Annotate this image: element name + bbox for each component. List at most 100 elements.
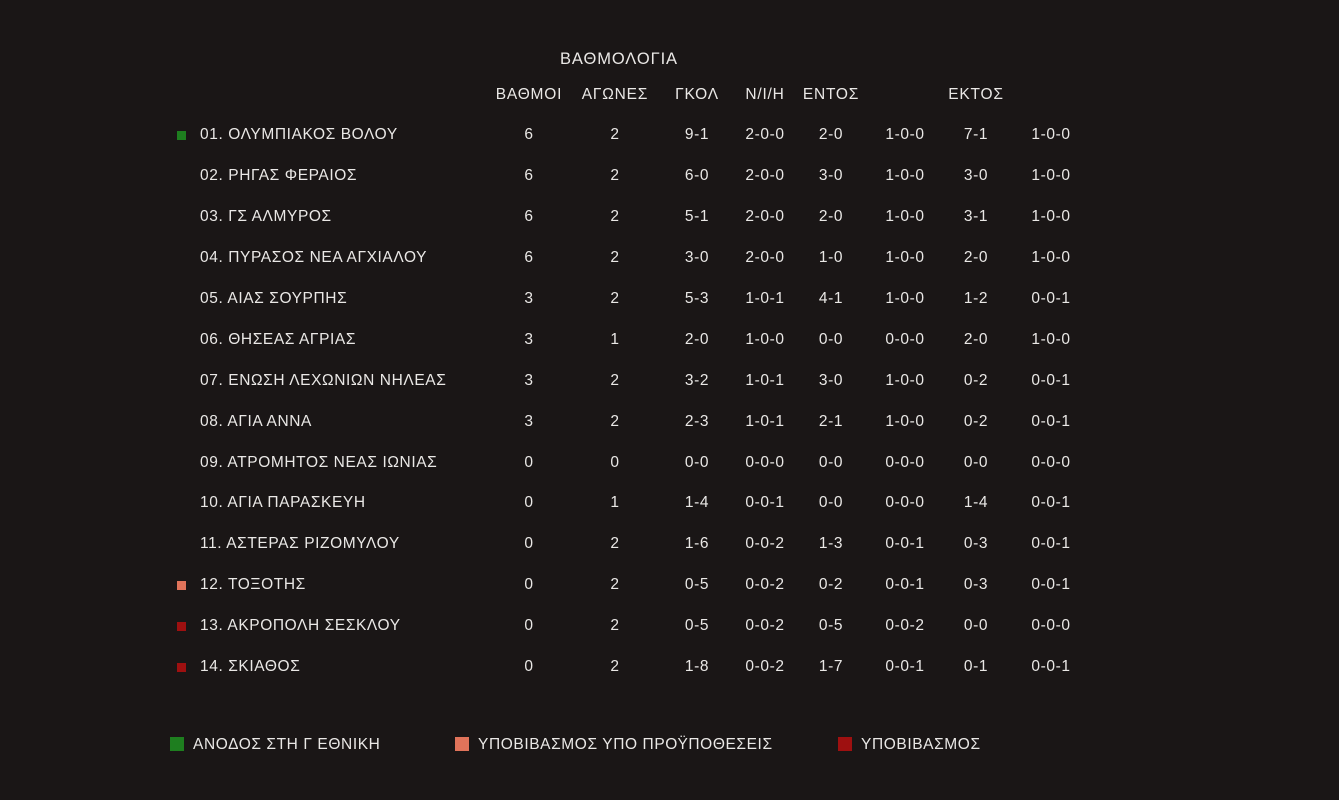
record-cell: 2-0-0: [745, 208, 785, 226]
promotion-square-icon: [170, 737, 184, 751]
marker-cell: [175, 130, 200, 140]
home-goals-cell: 4-1: [818, 290, 844, 307]
marker-cell: [175, 458, 200, 467]
points-cell: 3: [524, 290, 534, 307]
home-record-cell: 1-0-0: [885, 126, 925, 144]
home-goals-cell: 1-0: [818, 249, 844, 267]
away-record-cell: 0-0-1: [1031, 535, 1071, 553]
home-record-cell: 0-0-0: [885, 330, 925, 348]
points-cell: 0: [524, 453, 534, 471]
games-cell: 1: [610, 494, 620, 512]
table-row: 09. ΑΤΡΟΜΗΤΟΣ ΝΕΑΣ ΙΩΝΙΑΣ 0 0 0-0 0-0-0 …: [175, 442, 1091, 483]
away-record-cell: 1-0-0: [1031, 249, 1071, 267]
goals-cell: 2-3: [684, 412, 710, 430]
goals-cell: 2-0: [684, 330, 710, 348]
home-goals-cell: 0-5: [818, 617, 844, 635]
games-cell: 0: [610, 453, 620, 471]
team-name: 12. ΤΟΞΟΤΗΣ: [200, 576, 306, 594]
home-record-cell: 1-0-0: [885, 290, 925, 307]
away-goals-cell: 1-2: [963, 290, 989, 307]
goals-cell: 1-8: [684, 658, 710, 676]
away-goals-cell: 2-0: [963, 249, 989, 267]
record-cell: 0-0-2: [745, 576, 785, 594]
team-name: 14. ΣΚΙΑΘΟΣ: [200, 658, 301, 676]
goals-cell: 3-2: [684, 371, 710, 389]
table-row: 05. ΑΙΑΣ ΣΟΥΡΠΗΣ 3 2 5-3 1-0-1 4-1 1-0-0…: [175, 279, 1091, 320]
points-cell: 3: [524, 330, 534, 348]
team-name: 09. ΑΤΡΟΜΗΤΟΣ ΝΕΑΣ ΙΩΝΙΑΣ: [200, 453, 438, 471]
legend-label-promotion: ΑΝΟΔΟΣ ΣΤΗ Γ ΕΘΝΙΚΗ: [193, 736, 381, 753]
team-name: 08. ΑΓΙΑ ΑΝΝΑ: [200, 412, 312, 430]
marker-cell: [175, 621, 200, 631]
record-cell: 2-0-0: [745, 167, 785, 185]
legend-item-promotion: ΑΝΟΔΟΣ ΣΤΗ Γ ΕΘΝΙΚΗ: [170, 736, 380, 754]
home-goals-cell: 0-0: [818, 453, 844, 471]
games-cell: 2: [610, 576, 620, 594]
team-name: 05. ΑΙΑΣ ΣΟΥΡΠΗΣ: [200, 290, 348, 307]
marker-cell: [175, 580, 200, 590]
rank-marker-icon: [177, 499, 186, 508]
rank-marker-icon: [177, 172, 186, 181]
away-record-cell: 0-0-1: [1031, 494, 1071, 512]
games-cell: 2: [610, 617, 620, 635]
away-goals-cell: 1-4: [963, 494, 989, 512]
header-points: ΒΑΘΜΟΙ: [495, 86, 563, 103]
team-name: 07. ΕΝΩΣΗ ΛΕΧΩΝΙΩΝ ΝΗΛΕΑΣ: [200, 371, 447, 389]
points-cell: 6: [524, 249, 534, 267]
table-row: 14. ΣΚΙΑΘΟΣ 0 2 1-8 0-0-2 1-7 0-0-1 0-1 …: [175, 647, 1091, 688]
team-name: 03. ΓΣ ΑΛΜΥΡΟΣ: [200, 208, 332, 226]
home-goals-cell: 1-3: [818, 535, 844, 553]
table-row: 02. ΡΗΓΑΣ ΦΕΡΑΙΟΣ 6 2 6-0 2-0-0 3-0 1-0-…: [175, 156, 1091, 197]
table-row: 06. ΘΗΣΕΑΣ ΑΓΡΙΑΣ 3 1 2-0 1-0-0 0-0 0-0-…: [175, 319, 1091, 360]
games-cell: 1: [610, 330, 620, 348]
table-row: 01. ΟΛΥΜΠΙΑΚΟΣ ΒΟΛΟΥ 6 2 9-1 2-0-0 2-0 1…: [175, 115, 1091, 156]
home-record-cell: 1-0-0: [885, 412, 925, 430]
page-title: ΒΑΘΜΟΛΟΓΙΑ: [560, 50, 678, 68]
home-goals-cell: 1-7: [818, 658, 844, 676]
marker-cell: [175, 295, 200, 304]
away-goals-cell: 0-1: [963, 658, 989, 676]
home-goals-cell: 0-2: [818, 576, 844, 594]
games-cell: 2: [610, 658, 620, 676]
table-row: 10. ΑΓΙΑ ΠΑΡΑΣΚΕΥΗ 0 1 1-4 0-0-1 0-0 0-0…: [175, 483, 1091, 524]
away-goals-cell: 0-3: [963, 535, 989, 553]
marker-cell: [175, 213, 200, 222]
home-record-cell: 0-0-1: [885, 658, 925, 676]
away-record-cell: 1-0-0: [1031, 167, 1071, 185]
table-row: 12. ΤΟΞΟΤΗΣ 0 2 0-5 0-0-2 0-2 0-0-1 0-3 …: [175, 565, 1091, 606]
points-cell: 0: [524, 617, 534, 635]
header-away: ΕΚΤΟΣ: [948, 86, 1004, 103]
away-record-cell: 0-0-1: [1031, 412, 1071, 430]
rank-marker-icon: [177, 621, 186, 631]
rank-marker-icon: [177, 662, 186, 672]
points-cell: 0: [524, 494, 534, 512]
rank-marker-icon: [177, 417, 186, 426]
home-record-cell: 0-0-1: [885, 535, 925, 553]
games-cell: 2: [610, 208, 620, 226]
goals-cell: 1-6: [684, 535, 710, 553]
table-header: ΒΑΘΜΟΙ ΑΓΩΝΕΣ ΓΚΟΛ Ν/Ι/Η ΕΝΤΟΣ ΕΚΤΟΣ: [175, 85, 1091, 105]
marker-cell: [175, 335, 200, 344]
goals-cell: 5-3: [684, 290, 710, 307]
marker-cell: [175, 417, 200, 426]
record-cell: 2-0-0: [745, 249, 785, 267]
header-record: Ν/Ι/Η: [745, 86, 785, 103]
team-name: 11. ΑΣΤΕΡΑΣ ΡΙΖΟΜΥΛΟΥ: [200, 535, 400, 553]
goals-cell: 6-0: [684, 167, 710, 185]
home-goals-cell: 3-0: [818, 167, 844, 185]
record-cell: 0-0-1: [745, 494, 785, 512]
goals-cell: 3-0: [684, 249, 710, 267]
rank-marker-icon: [177, 540, 186, 549]
away-goals-cell: 0-0: [963, 453, 989, 471]
home-goals-cell: 0-0: [818, 330, 844, 348]
away-goals-cell: 7-1: [963, 126, 989, 144]
legend-label-relegation: ΥΠΟΒΙΒΑΣΜΟΣ: [861, 736, 981, 753]
points-cell: 0: [524, 576, 534, 594]
header-games: ΑΓΩΝΕΣ: [581, 86, 649, 103]
home-record-cell: 1-0-0: [885, 249, 925, 267]
home-record-cell: 0-0-0: [885, 453, 925, 471]
points-cell: 6: [524, 126, 534, 144]
away-record-cell: 0-0-1: [1031, 290, 1071, 307]
conditional-relegation-square-icon: [455, 737, 469, 751]
away-goals-cell: 3-0: [963, 167, 989, 185]
